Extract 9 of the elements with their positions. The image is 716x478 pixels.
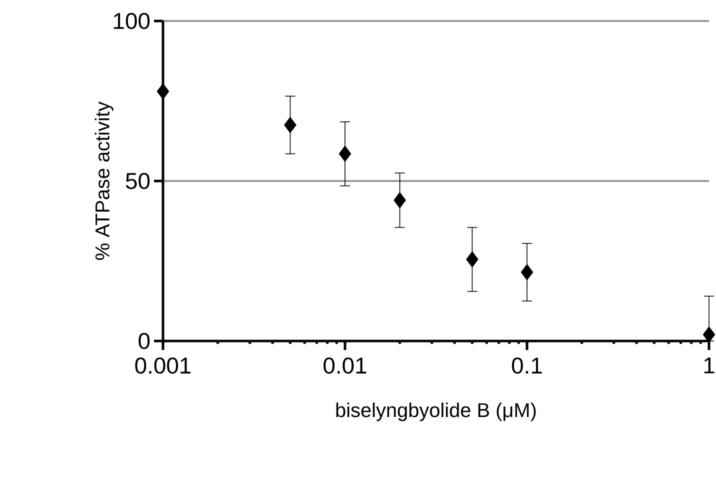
x-tick-label: 0.001 — [135, 358, 191, 374]
x-tick-label: 0.01 — [324, 358, 366, 374]
x-tick-label: 0.1 — [512, 358, 542, 374]
x-tick-label: 1 — [704, 358, 714, 374]
y-tick-label: 0 — [138, 332, 150, 350]
y-tick-label: 50 — [126, 172, 150, 190]
x-axis-title: biselyngbyolide B (μM) — [336, 402, 536, 422]
y-tick-label: 100 — [114, 12, 150, 30]
y-axis-title: % ATPase activity — [94, 102, 114, 260]
